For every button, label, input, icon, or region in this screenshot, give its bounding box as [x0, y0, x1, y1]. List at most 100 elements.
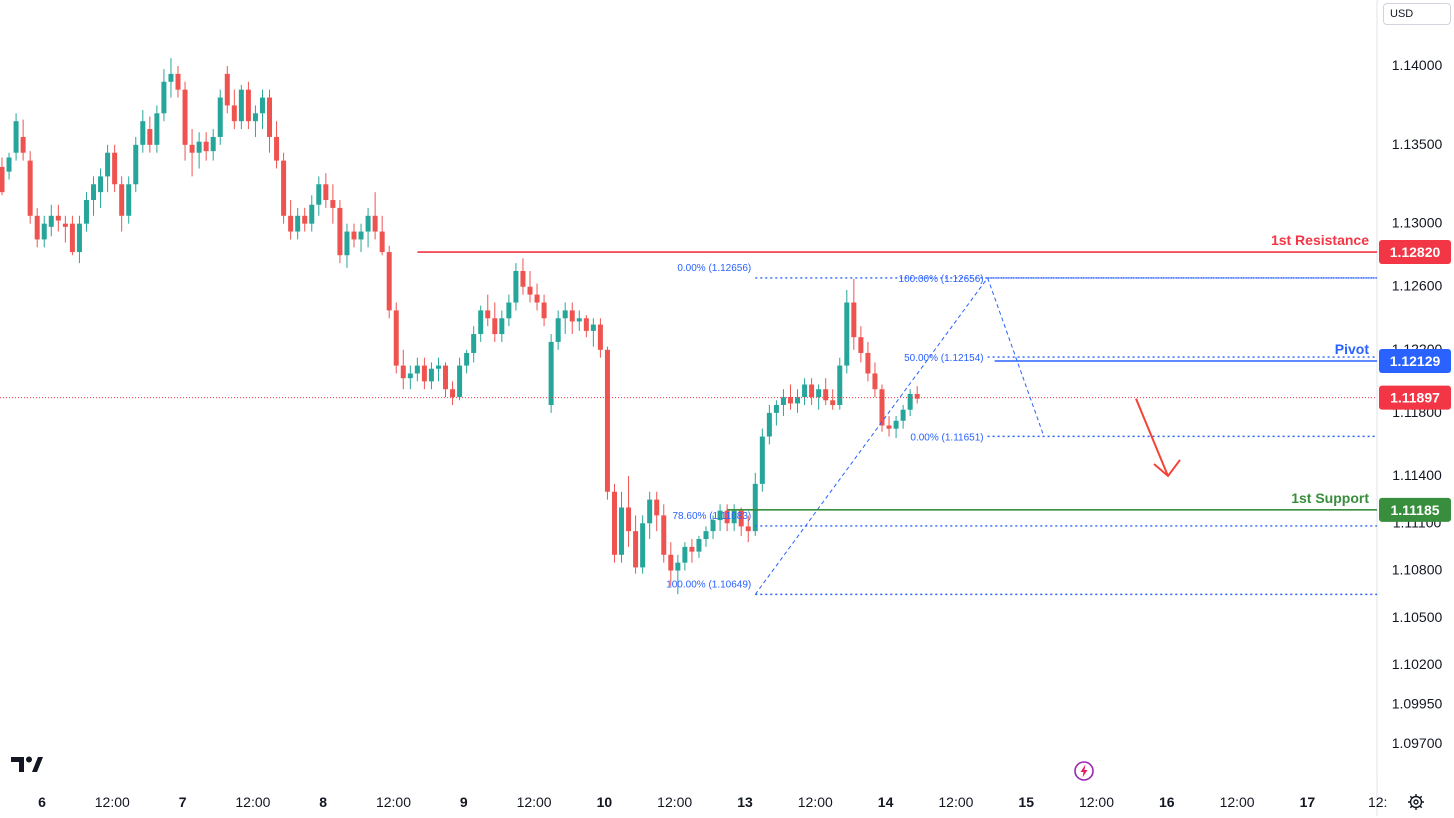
candle-body [478, 310, 484, 335]
candle-body [879, 389, 885, 426]
candle-body [492, 318, 498, 335]
candle-body [654, 499, 660, 516]
candle-body [55, 215, 61, 221]
candle-body [780, 397, 786, 405]
candle-body [245, 89, 251, 122]
candle-body [471, 334, 477, 353]
time-tick-label: 15 [1018, 794, 1034, 810]
candle-body [619, 507, 625, 555]
candle-body [386, 252, 392, 311]
price-tick-label: 1.09700 [1392, 735, 1443, 751]
candle-body [281, 160, 287, 216]
price-tick-label: 1.13000 [1392, 215, 1443, 231]
level-name: 1st Resistance [1271, 232, 1369, 248]
candle-body [865, 352, 871, 374]
candle-body [267, 97, 273, 137]
candle-body [288, 215, 294, 232]
time-tick-label: 14 [878, 794, 894, 810]
price-tick-label: 1.13500 [1392, 136, 1443, 152]
candle-body [766, 412, 772, 437]
candle-body [133, 144, 139, 185]
price-tick-label: 1.10200 [1392, 656, 1443, 672]
candle-body [41, 223, 47, 240]
tradingview-logo-icon [10, 754, 44, 774]
fib-trend-line [987, 277, 1045, 437]
candle-body [555, 318, 561, 342]
candle-body [252, 113, 258, 122]
candle-body [527, 286, 533, 295]
candle-body [119, 184, 125, 216]
candle-body [858, 337, 864, 353]
candle-body [105, 152, 111, 177]
candle-body [196, 141, 202, 153]
fib-trend-line [754, 277, 989, 595]
price-axis[interactable]: 1.140001.135001.130001.126001.122001.118… [1379, 57, 1451, 751]
time-tick-label: 12:00 [1079, 794, 1114, 810]
candle-body [689, 546, 695, 552]
time-tick-label: 9 [460, 794, 468, 810]
time-tick-label: 12:00 [376, 794, 411, 810]
candle-body [738, 510, 744, 527]
time-tick-label: 12:00 [95, 794, 130, 810]
candle-body [76, 223, 82, 253]
projection-arrow [1135, 398, 1169, 477]
candle-body [872, 373, 878, 390]
currency-button[interactable]: USD [1383, 3, 1451, 25]
price-tick-label: 1.10500 [1392, 609, 1443, 625]
candle-body [907, 393, 913, 410]
fib-right-label: 100.00% (1.12656) [899, 274, 984, 285]
candle-body [464, 352, 470, 366]
candle-body [759, 436, 765, 484]
fib-right-label: 0.00% (1.11651) [910, 432, 983, 443]
candle-body [731, 510, 737, 524]
time-tick-label: 12:00 [1220, 794, 1255, 810]
candle-body [717, 510, 723, 521]
time-tick-label: 17 [1300, 794, 1316, 810]
time-tick-label: 12: [1368, 794, 1387, 810]
candle-body [562, 310, 568, 319]
support-tag-label: 1.11185 [1390, 502, 1439, 518]
candle-body [724, 510, 730, 524]
candle-body [633, 531, 639, 568]
price-tick-label: 1.14000 [1392, 57, 1443, 73]
candle-body [393, 310, 399, 366]
fib-right-label: 50.00% (1.12154) [904, 353, 984, 364]
candle-body [48, 215, 54, 227]
candle-body [893, 420, 899, 429]
candles-layer [0, 58, 920, 595]
candle-body [647, 499, 653, 524]
candle-body [351, 231, 357, 240]
level-name: Pivot [1335, 341, 1370, 357]
candle-body [548, 341, 554, 405]
candle-body [668, 554, 674, 571]
candle-body [372, 215, 378, 232]
time-tick-label: 6 [38, 794, 46, 810]
candle-body [851, 302, 857, 338]
candle-body [710, 520, 716, 532]
candle-body [435, 365, 441, 369]
candle-body [809, 384, 815, 398]
candle-body [62, 223, 68, 227]
candle-body [520, 270, 526, 287]
candle-body [337, 207, 343, 256]
candle-body [203, 141, 209, 152]
candle-body [168, 73, 174, 82]
candle-body [752, 483, 758, 532]
flash-icon[interactable] [1073, 760, 1095, 782]
candle-body [182, 89, 188, 145]
gear-icon[interactable] [1405, 791, 1427, 813]
fib-left-label: 0.00% (1.12656) [677, 263, 751, 274]
candle-body [224, 73, 230, 106]
candle-body [112, 152, 118, 185]
candle-body [83, 200, 89, 224]
time-axis[interactable]: 6 12:00 7 12:00 8 12:00 9 12:00 10 12:00 13 12:00 14… [38, 794, 1387, 810]
candle-body [450, 389, 456, 398]
resistance-tag [1379, 240, 1451, 265]
candle-body [611, 491, 617, 555]
time-tick-label: 7 [179, 794, 187, 810]
time-tick-label: 16 [1159, 794, 1175, 810]
candle-body [259, 97, 265, 114]
time-tick-label: 8 [319, 794, 327, 810]
time-tick-label: 12:00 [798, 794, 833, 810]
